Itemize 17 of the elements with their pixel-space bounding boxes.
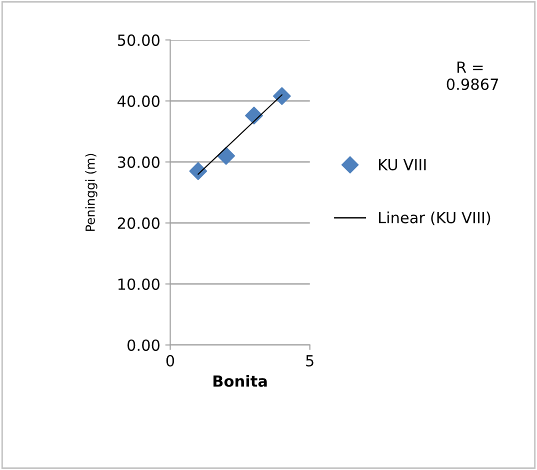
point (245, 106, 263, 125)
point (273, 87, 291, 105)
y-tick-label: 50.00 (118, 34, 160, 46)
x-tick-label: 0 (166, 354, 174, 367)
y-tick-label: 40.00 (118, 95, 160, 107)
y-tick-label: 30.00 (118, 156, 160, 168)
point (217, 146, 235, 165)
y-axis-title: Peninggi (m) (85, 154, 98, 231)
text: R = 0.9867 (446, 62, 498, 90)
y-tick-label: 0.00 (127, 339, 160, 351)
legend-label: KU VIII (379, 159, 426, 170)
x-axis-title: Bonita (214, 375, 267, 387)
y-tick-label: 10.00 (118, 278, 160, 290)
point (189, 162, 208, 180)
y-tick-label: 20.00 (118, 217, 160, 229)
x-tick-label: 5 (306, 355, 314, 367)
legend-label: Linear (KU VIII) (379, 212, 490, 226)
